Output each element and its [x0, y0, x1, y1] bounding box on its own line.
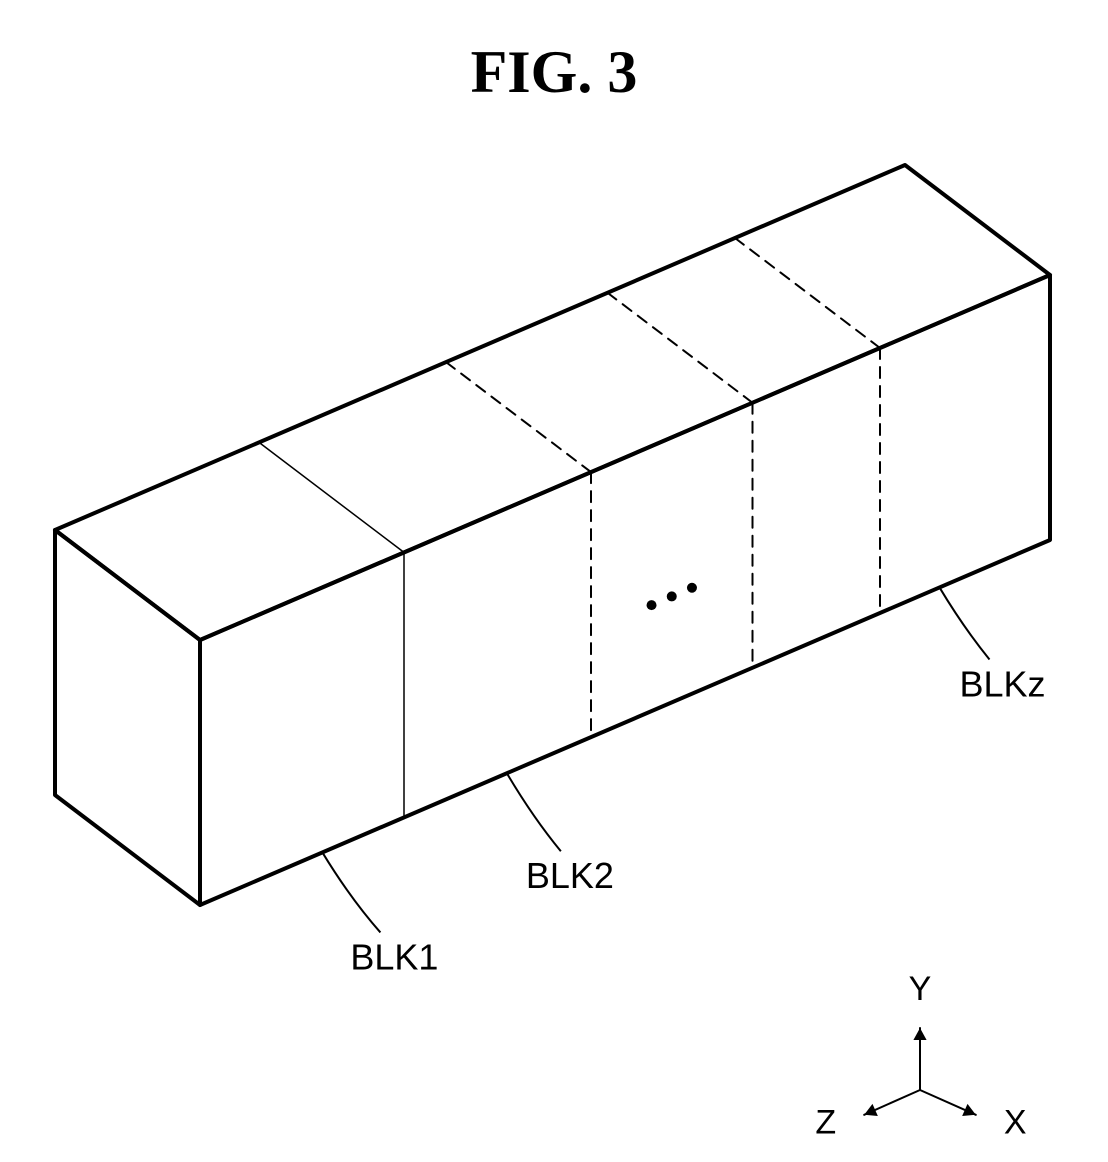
figure-title: FIG. 3	[0, 38, 1108, 107]
figure-canvas: FIG. 3 BLK1 BLK2 BLKz Y X Z	[0, 0, 1108, 1162]
block-label-blkz: BLKz	[960, 663, 1046, 704]
block-label-blk1: BLK1	[350, 936, 438, 977]
diagram-svg: BLK1 BLK2 BLKz Y X Z	[0, 0, 1108, 1162]
block-label-blk2: BLK2	[526, 855, 614, 896]
axis-label-z: Z	[815, 1104, 836, 1142]
axis-label-x: X	[1004, 1104, 1027, 1142]
axis-label-y: Y	[909, 970, 932, 1008]
